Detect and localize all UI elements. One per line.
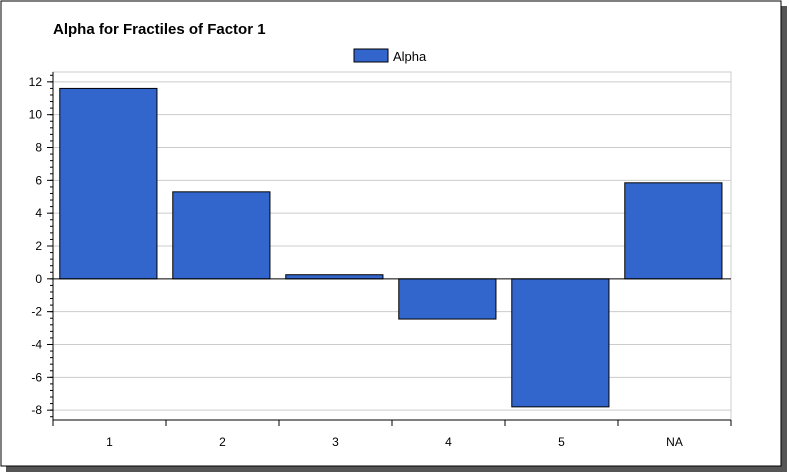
y-tick-label: 10 <box>29 108 43 122</box>
y-tick-label: 6 <box>35 173 42 187</box>
bar-na <box>624 182 723 280</box>
legend-label-alpha: Alpha <box>393 49 427 64</box>
x-tick-label: 5 <box>558 435 565 449</box>
gridlines <box>53 81 731 411</box>
x-tick-label: 2 <box>219 435 226 449</box>
x-tick-label: 1 <box>106 435 113 449</box>
bar-2 <box>172 191 271 280</box>
legend-swatch-alpha <box>353 48 389 63</box>
y-tick-label: -8 <box>31 403 42 417</box>
y-tick-label: 12 <box>29 75 43 89</box>
bar-4 <box>398 278 497 320</box>
y-tick-label: 8 <box>35 141 42 155</box>
y-tick-label: -6 <box>31 370 42 384</box>
y-tick-label: 0 <box>35 272 42 286</box>
bars <box>59 87 723 408</box>
x-axis: 1 2 3 4 5 NA <box>52 419 732 449</box>
y-axis: -8 -6 -4 -2 0 2 4 6 8 10 12 <box>29 72 54 420</box>
x-tick-label: NA <box>666 435 683 449</box>
y-tick-label: 2 <box>35 239 42 253</box>
x-tick-label: 3 <box>332 435 339 449</box>
bar-5 <box>511 278 610 408</box>
legend: Alpha <box>353 48 427 64</box>
y-tick-label: -2 <box>31 305 42 319</box>
chart-title: Alpha for Fractiles of Factor 1 <box>53 21 266 38</box>
y-tick-label: 4 <box>35 206 42 220</box>
y-tick-label: -4 <box>31 337 42 351</box>
bar-3 <box>285 274 384 280</box>
x-tick-label: 4 <box>445 435 452 449</box>
bar-1 <box>59 87 158 280</box>
